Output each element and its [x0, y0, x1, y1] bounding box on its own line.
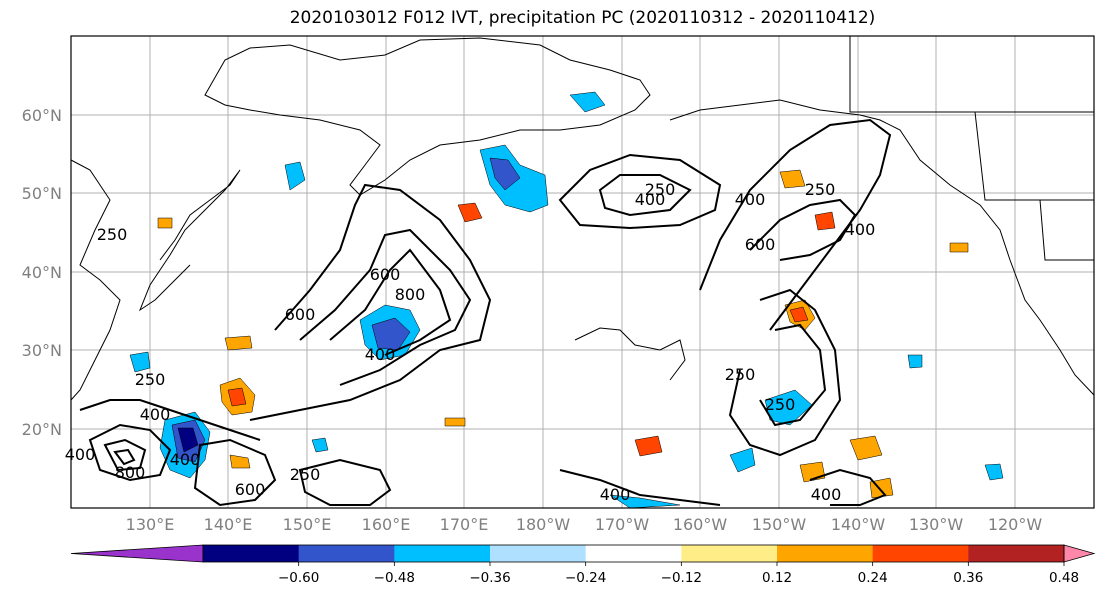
- contour-label: 400: [365, 345, 396, 364]
- contour-label: 600: [285, 305, 316, 324]
- lon-tick-label: 150°W: [752, 515, 807, 534]
- lon-tick-label: 170°E: [440, 515, 489, 534]
- precip-negative-area: [984, 463, 1004, 481]
- lon-tick-label: 120°W: [988, 515, 1043, 534]
- contour-label: 400: [735, 190, 766, 209]
- lat-tick-label: 20°N: [22, 420, 62, 439]
- lat-tick-label: 60°N: [22, 106, 62, 125]
- contour-label: 400: [811, 485, 842, 504]
- colorbar-tick-label: −0.36: [469, 570, 510, 586]
- colorbar: [70, 544, 1096, 563]
- contour-labels: 2502504006008004006004008004006002504002…: [65, 180, 876, 504]
- contour-label: 400: [845, 220, 876, 239]
- precip-positive-area: [444, 417, 466, 427]
- contour-label: 400: [140, 405, 171, 424]
- colorbar-segment: [681, 545, 778, 562]
- precip-positive-area: [229, 454, 251, 469]
- lon-tick-label: 130°W: [909, 515, 964, 534]
- lon-tick-label: 160°E: [362, 515, 411, 534]
- colorbar-tick-label: −0.24: [565, 570, 606, 586]
- contour-label: 250: [290, 465, 321, 484]
- lon-tick-label: 140°E: [204, 515, 253, 534]
- colorbar-frame: [202, 544, 1065, 563]
- colorbar-tick-labels: −0.60 −0.48 −0.36 −0.24 −0.12 0.12 0.24 0.36 0.4…: [278, 562, 1079, 586]
- precip-negative-area: [569, 91, 606, 113]
- lon-tick-label: 130°E: [126, 515, 175, 534]
- gridlines: [71, 36, 1094, 508]
- contour-label: 250: [97, 225, 128, 244]
- lon-tick-label: 180°W: [516, 515, 571, 534]
- latitude-labels: 60°N 50°N 40°N 30°N 20°N: [22, 106, 62, 439]
- precip-positive-area: [634, 435, 663, 457]
- lon-tick-label: 170°W: [595, 515, 650, 534]
- precip-positive-area: [814, 211, 836, 231]
- lat-tick-label: 40°N: [22, 263, 62, 282]
- contour-label: 250: [135, 370, 166, 389]
- contour-label: 400: [600, 485, 631, 504]
- lon-tick-label: 160°W: [673, 515, 728, 534]
- precip-positive-area: [949, 242, 969, 253]
- colorbar-segment: [777, 545, 874, 562]
- ivt-contours: [79, 118, 892, 507]
- contour-label: 250: [645, 180, 676, 199]
- contour-label: 250: [765, 395, 796, 414]
- precip-negative-area: [311, 437, 329, 453]
- colorbar-tick-label: 0.48: [1049, 570, 1079, 586]
- colorbar-extend-max: [1063, 544, 1096, 563]
- lon-tick-label: 140°W: [831, 515, 886, 534]
- precip-negative-area: [907, 354, 923, 369]
- colorbar-segment: [298, 545, 395, 562]
- contour-label: 400: [65, 445, 96, 464]
- precip-positive-area: [227, 387, 247, 407]
- lon-tick-label: 150°E: [283, 515, 332, 534]
- colorbar-tick-label: −0.48: [374, 570, 415, 586]
- precip-positive-area: [849, 435, 883, 461]
- precip-positive-area: [779, 169, 806, 189]
- colorbar-segment: [203, 545, 300, 562]
- colorbar-segment: [585, 545, 682, 562]
- colorbar-tick-label: 0.24: [858, 570, 888, 586]
- lat-tick-label: 30°N: [22, 341, 62, 360]
- contour-label: 400: [635, 190, 666, 209]
- colorbar-tick-label: 0.12: [762, 570, 792, 586]
- longitude-labels: 130°E 140°E 150°E 160°E 170°E 180°W 170°W 160°W…: [126, 515, 1043, 534]
- map-frame: [70, 35, 1095, 509]
- contour-label: 600: [370, 265, 401, 284]
- colorbar-tick-label: −0.60: [278, 570, 319, 586]
- colorbar-tick-label: 0.36: [953, 570, 983, 586]
- colorbar-segment: [394, 545, 491, 562]
- precip-negative-area: [729, 447, 756, 473]
- contour-label: 250: [725, 365, 756, 384]
- coastlines: [71, 36, 1094, 401]
- lat-tick-label: 50°N: [22, 184, 62, 203]
- precip-positive-area: [869, 477, 894, 499]
- figure-title: 2020103012 F012 IVT, precipitation PC (2…: [289, 8, 876, 28]
- contour-label: 600: [745, 235, 776, 254]
- precip-shading: [129, 91, 1004, 508]
- precip-negative-area: [129, 351, 151, 373]
- contour-label: 800: [395, 285, 426, 304]
- precip-negative-area: [177, 427, 199, 453]
- contour-label: 600: [235, 480, 266, 499]
- colorbar-segment: [872, 545, 969, 562]
- precip-positive-area: [789, 306, 809, 323]
- precip-negative-area: [284, 161, 306, 191]
- precip-negative-area: [609, 494, 681, 508]
- contour-label: 250: [805, 180, 836, 199]
- precip-positive-area: [224, 335, 253, 351]
- contour-label: 400: [170, 450, 201, 469]
- precip-negative-area: [371, 317, 411, 351]
- contour-label: 800: [115, 463, 146, 482]
- colorbar-segment: [490, 545, 587, 562]
- precip-positive-area: [157, 217, 173, 229]
- colorbar-tick-label: −0.12: [661, 570, 702, 586]
- colorbar-extend-min: [70, 544, 204, 563]
- precip-negative-area: [489, 157, 521, 191]
- colorbar-segment: [968, 545, 1065, 562]
- precip-positive-area: [457, 202, 483, 223]
